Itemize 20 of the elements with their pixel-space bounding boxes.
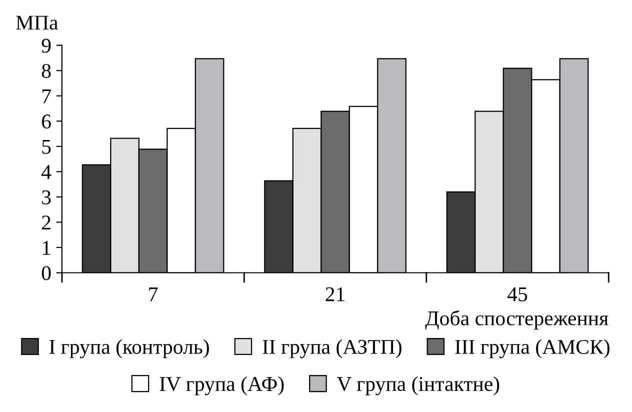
legend-label: III група (АМСК) [455,339,610,358]
legend-label: V група (інтактне) [336,376,500,396]
x-tick-label: 21 [326,287,344,302]
legend-label: IV група (АФ) [160,376,284,396]
y-tick-label: 7 [42,89,51,104]
y-tick-label: 4 [42,165,52,179]
y-axis-title: МПа [16,16,58,30]
y-tick-label: 1 [42,240,50,255]
legend-label: II група (АЗТП) [262,339,402,358]
x-tick-label: 45 [507,287,528,302]
y-tick-label: 8 [42,64,51,78]
y-tick-label: 5 [42,140,51,154]
y-tick-label: 3 [42,190,51,204]
x-tick-label: 7 [149,287,158,302]
legend-label: I група (контроль) [49,339,209,358]
y-tick-label: 9 [42,38,51,53]
y-tick-label: 0 [42,266,51,280]
y-tick-label: 2 [42,216,50,230]
x-axis-title: Доба спостереження [425,310,608,330]
y-tick-label: 6 [42,114,51,129]
